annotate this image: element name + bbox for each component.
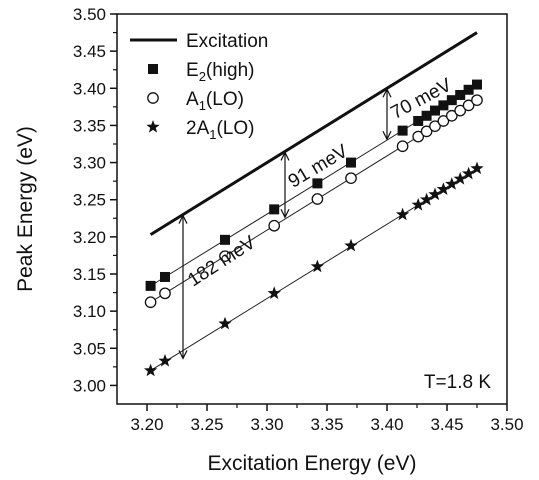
series-1-point xyxy=(445,109,458,122)
x-tick-label: 3.30 xyxy=(250,415,283,434)
x-tick-label: 3.50 xyxy=(490,415,523,434)
legend-series-2-label: 2A1(LO) xyxy=(186,118,254,142)
y-tick-label: 3.40 xyxy=(73,79,106,98)
series-0-point xyxy=(346,157,356,168)
legend-series-0-marker xyxy=(148,64,158,74)
series-2-point xyxy=(310,259,325,273)
series-1-point xyxy=(454,104,467,117)
x-tick-label: 3.40 xyxy=(370,415,403,434)
series-0-point xyxy=(269,204,280,215)
series-1-point xyxy=(219,250,231,263)
y-axis-title: Peak Energy (eV) xyxy=(14,126,37,292)
x-tick-label: 3.35 xyxy=(310,415,343,434)
series-0-point xyxy=(312,178,323,189)
energy-arrow-head-top xyxy=(280,151,290,161)
excitation-line xyxy=(149,31,478,236)
series-2-point xyxy=(461,166,476,180)
y-tick-label: 3.15 xyxy=(73,265,106,284)
series-1-point xyxy=(311,193,324,205)
y-tick-label: 3.20 xyxy=(73,228,106,247)
series-2-fit-line xyxy=(150,168,478,371)
series-2-point xyxy=(395,207,410,221)
y-tick-label: 3.50 xyxy=(73,5,106,24)
series-0-point xyxy=(463,84,474,95)
y-tick-label: 3.10 xyxy=(73,302,106,321)
y-tick-label: 3.05 xyxy=(73,339,106,358)
x-axis-title: Excitation Energy (eV) xyxy=(208,452,417,475)
legend-excitation-label: Excitation xyxy=(186,31,268,52)
series-1-point xyxy=(471,94,483,107)
x-tick-label: 3.25 xyxy=(190,415,223,434)
y-tick-label: 3.00 xyxy=(73,376,106,395)
legend-series-0-label: E2(high) xyxy=(186,60,255,84)
series-2-point xyxy=(470,161,484,175)
series-0-point xyxy=(220,234,230,245)
series-1-point xyxy=(345,172,357,185)
y-tick-label: 3.30 xyxy=(73,154,106,173)
legend-series-1-marker xyxy=(147,92,159,104)
series-2-point xyxy=(419,192,434,206)
series-2-point xyxy=(267,286,281,299)
series-1-point xyxy=(396,140,409,153)
series-0-point xyxy=(145,280,156,291)
plot-frame xyxy=(116,13,508,405)
series-0-point xyxy=(472,79,482,90)
series-0-point xyxy=(446,95,457,106)
energy-arrow-head-top xyxy=(382,87,392,98)
series-2-point xyxy=(428,187,442,201)
series-1-point xyxy=(420,125,433,138)
series-1-point xyxy=(144,296,157,309)
x-tick-label: 3.45 xyxy=(430,415,463,434)
series-0-point xyxy=(413,115,424,126)
series-2-point xyxy=(411,197,425,211)
series-0-point xyxy=(438,100,449,111)
series-2-point xyxy=(143,363,158,377)
series-2-point xyxy=(436,182,451,195)
energy-arrow-head-bottom xyxy=(280,209,290,219)
series-0-point xyxy=(421,110,432,121)
series-2-point xyxy=(453,171,467,185)
series-0-point xyxy=(455,89,466,100)
series-1-point xyxy=(429,120,441,133)
energy-arrow-head-bottom xyxy=(382,131,392,141)
series-2-point xyxy=(445,177,459,190)
energy-arrow-head-bottom xyxy=(178,350,188,360)
y-tick-label: 3.45 xyxy=(73,42,106,61)
legend-series-2-marker xyxy=(146,120,160,133)
y-tick-label: 3.25 xyxy=(73,191,106,210)
series-0-point xyxy=(397,125,408,136)
series-1-point xyxy=(268,219,281,232)
series-1-point xyxy=(412,130,425,143)
series-1-point xyxy=(437,115,450,127)
series-1-point xyxy=(159,287,171,300)
energy-arrow-head-top xyxy=(178,214,188,224)
legend-series-1-label: A1(LO) xyxy=(186,89,244,113)
temperature-annotation: T=1.8 K xyxy=(424,372,491,393)
series-0-point xyxy=(430,105,440,116)
x-tick-label: 3.20 xyxy=(130,415,163,434)
y-tick-label: 3.35 xyxy=(73,116,106,135)
series-2-point xyxy=(158,353,172,367)
series-2-point xyxy=(218,316,232,330)
series-2-point xyxy=(344,238,358,252)
series-1-point xyxy=(462,99,475,112)
series-0-point xyxy=(160,271,170,282)
